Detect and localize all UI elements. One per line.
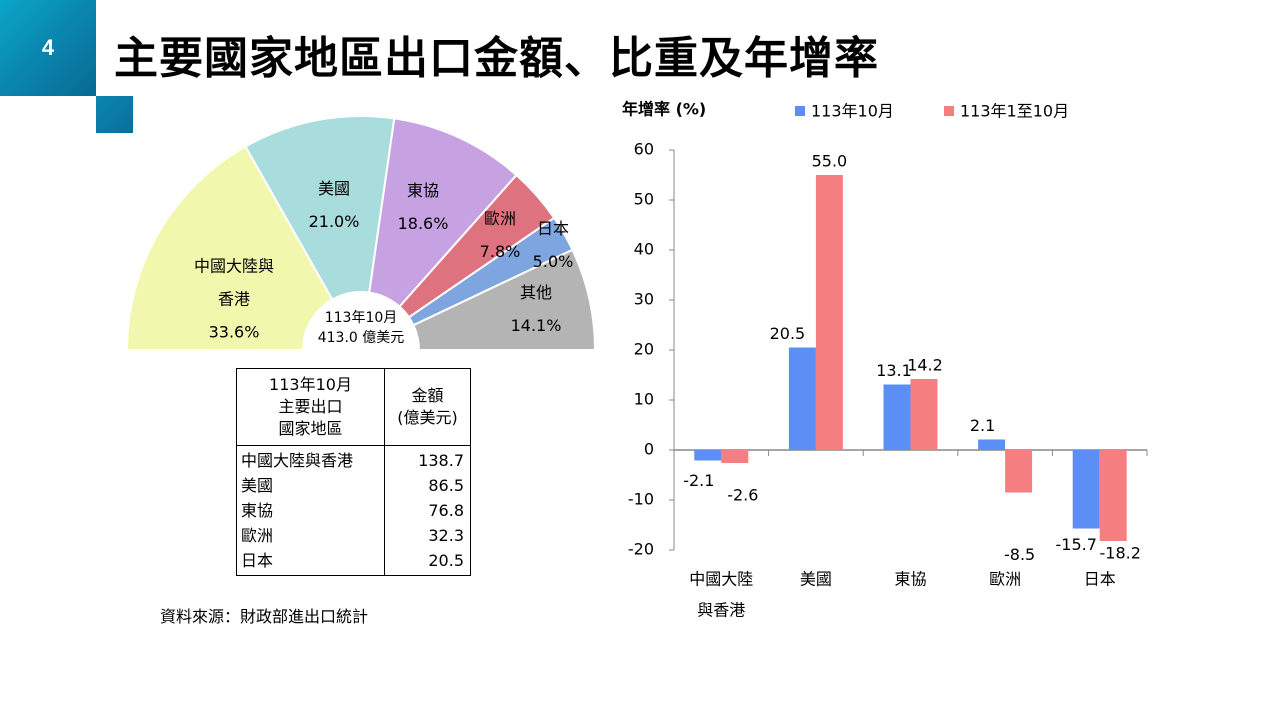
pie-category-label: 日本 bbox=[537, 219, 569, 238]
pie-category-label: 中國大陸與 bbox=[194, 257, 274, 276]
decorative-square bbox=[96, 96, 133, 133]
table-amount-values: 138.7 86.5 76.8 32.3 20.5 bbox=[384, 445, 471, 576]
y-tick-label: 30 bbox=[634, 290, 654, 309]
x-category-label: 東協 bbox=[894, 570, 926, 589]
slide-number: 4 bbox=[41, 35, 55, 60]
pie-slice bbox=[368, 117, 518, 309]
table-header-region: 113年10月 主要出口 國家地區 bbox=[236, 368, 385, 446]
table-header-line: 113年10月 bbox=[269, 375, 352, 394]
pie-slice bbox=[244, 115, 396, 301]
table-region-names: 中國大陸與香港 美國 東協 歐洲 日本 bbox=[236, 445, 385, 576]
legend-swatch bbox=[795, 106, 805, 116]
pie-slice bbox=[125, 145, 334, 351]
y-tick-label: -20 bbox=[628, 540, 654, 559]
table-cell-region: 美國 bbox=[241, 476, 274, 495]
source-note: 資料來源：財政部進出口統計 bbox=[160, 607, 369, 626]
y-tick-label: 60 bbox=[634, 140, 654, 159]
pie-percent-label: 7.8% bbox=[480, 242, 521, 261]
pie-category-label: 東協 bbox=[407, 181, 439, 200]
table-header-line: 主要出口 bbox=[278, 397, 343, 416]
table-cell-value: 86.5 bbox=[428, 476, 464, 495]
pie-category-label: 歐洲 bbox=[484, 209, 516, 228]
bar-data-label: 13.1 bbox=[876, 361, 912, 380]
slide-number-box: 4 bbox=[0, 0, 96, 96]
pie-percent-label: 14.1% bbox=[511, 316, 562, 335]
bar-data-label: -2.1 bbox=[683, 471, 714, 490]
x-category-label: 中國大陸 bbox=[689, 570, 753, 589]
pie-slice bbox=[412, 248, 597, 351]
bar bbox=[978, 439, 1006, 450]
x-category-label: 歐洲 bbox=[989, 570, 1021, 589]
table-cell-region: 歐洲 bbox=[241, 526, 274, 545]
pie-category-label: 其他 bbox=[520, 283, 552, 302]
pie-percent-label: 21.0% bbox=[309, 212, 360, 231]
table-cell-region: 東協 bbox=[241, 501, 274, 520]
pie-percent-label: 5.0% bbox=[533, 252, 574, 271]
pie-percent-label: 33.6% bbox=[209, 323, 260, 342]
y-tick-label: 20 bbox=[634, 340, 654, 359]
bar bbox=[1099, 450, 1127, 541]
bar bbox=[721, 450, 749, 463]
table-cell-value: 32.3 bbox=[428, 526, 464, 545]
y-tick-label: -10 bbox=[628, 490, 654, 509]
table-header-line: 國家地區 bbox=[278, 419, 343, 438]
export-table: 113年10月 主要出口 國家地區 金額 (億美元) 中國大陸與香港 美國 東協… bbox=[236, 368, 471, 576]
table-cell-region: 日本 bbox=[241, 551, 274, 570]
bar-data-label: -15.7 bbox=[1055, 535, 1096, 554]
bar bbox=[815, 175, 843, 450]
x-category-label: 與香港 bbox=[697, 601, 745, 620]
table-header-line: 金額 bbox=[411, 386, 444, 405]
y-tick-label: 50 bbox=[634, 190, 654, 209]
bar-data-label: -8.5 bbox=[1004, 545, 1035, 564]
bar-data-label: 20.5 bbox=[770, 324, 806, 343]
bar-data-label: -18.2 bbox=[1099, 544, 1140, 563]
x-category-label: 日本 bbox=[1084, 570, 1116, 589]
bar-data-label: 2.1 bbox=[970, 416, 995, 435]
table-header-amount: 金額 (億美元) bbox=[384, 368, 471, 446]
legend-swatch bbox=[944, 106, 954, 116]
pie-percent-label: 18.6% bbox=[398, 214, 449, 233]
pie-category-label: 美國 bbox=[318, 179, 350, 198]
legend-label: 113年1至10月 bbox=[960, 102, 1069, 121]
slide-title: 主要國家地區出口金額、比重及年增率 bbox=[114, 33, 879, 84]
table-cell-value: 76.8 bbox=[428, 501, 464, 520]
table-cell-region: 中國大陸與香港 bbox=[241, 451, 354, 470]
legend-label: 113年10月 bbox=[811, 102, 894, 121]
bar bbox=[694, 450, 722, 461]
y-tick-label: 40 bbox=[634, 240, 654, 259]
y-axis-title: 年增率 (%) bbox=[622, 100, 706, 119]
pie-category-label: 香港 bbox=[218, 290, 250, 309]
bar bbox=[788, 347, 816, 450]
bar-data-label: 14.2 bbox=[907, 356, 943, 375]
table-cell-value: 138.7 bbox=[418, 451, 464, 470]
pie-center-total: 413.0 億美元 bbox=[318, 330, 405, 346]
bar bbox=[1072, 450, 1100, 529]
bar bbox=[910, 379, 938, 450]
bar bbox=[1005, 450, 1033, 493]
table-cell-value: 20.5 bbox=[428, 551, 464, 570]
bar-data-label: -2.6 bbox=[727, 486, 758, 505]
pie-center-label: 113年10月 bbox=[325, 310, 398, 326]
y-tick-label: 10 bbox=[634, 390, 654, 409]
bar-data-label: 55.0 bbox=[812, 152, 848, 171]
x-category-label: 美國 bbox=[800, 570, 832, 589]
bar bbox=[883, 384, 911, 450]
y-tick-label: 0 bbox=[644, 440, 654, 459]
table-header-line: (億美元) bbox=[397, 408, 458, 427]
